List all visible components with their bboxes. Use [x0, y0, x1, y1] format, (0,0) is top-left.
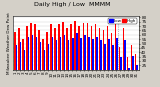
Bar [26, 26, 28, 87]
Bar [66, 28, 68, 87]
Bar [36, 37, 37, 87]
Bar [54, 28, 56, 87]
Bar [24, 50, 25, 87]
Bar [58, 24, 60, 87]
Bar [119, 47, 120, 87]
Bar [104, 44, 106, 87]
Bar [70, 24, 72, 87]
Bar [80, 38, 82, 87]
Bar [124, 40, 126, 87]
Bar [44, 50, 45, 87]
Bar [28, 37, 29, 87]
Bar [132, 56, 134, 87]
Bar [83, 23, 84, 87]
Bar [107, 26, 108, 87]
Bar [40, 42, 41, 87]
Bar [42, 39, 44, 87]
Y-axis label: Milwaukee Weather Dew Point: Milwaukee Weather Dew Point [7, 12, 11, 74]
Bar [128, 68, 130, 87]
Bar [111, 33, 112, 87]
Bar [79, 26, 80, 87]
Bar [62, 22, 64, 87]
Bar [108, 39, 110, 87]
Bar [131, 45, 132, 87]
Bar [14, 32, 16, 87]
Bar [68, 40, 69, 87]
Bar [56, 40, 57, 87]
Bar [103, 30, 104, 87]
Bar [116, 38, 118, 87]
Bar [136, 65, 138, 87]
Bar [99, 28, 100, 87]
Bar [135, 54, 136, 87]
Bar [123, 28, 124, 87]
Bar [52, 37, 53, 87]
Bar [22, 39, 24, 87]
Bar [18, 28, 20, 87]
Bar [115, 24, 116, 87]
Bar [38, 30, 40, 87]
Bar [127, 57, 128, 87]
Bar [50, 24, 52, 87]
Bar [60, 37, 61, 87]
Bar [88, 37, 90, 87]
Bar [87, 23, 88, 87]
Bar [20, 42, 21, 87]
Bar [30, 23, 32, 87]
Bar [76, 33, 78, 87]
Bar [48, 44, 49, 87]
Bar [95, 24, 96, 87]
Bar [84, 35, 86, 87]
Bar [16, 45, 17, 87]
Bar [64, 35, 65, 87]
Bar [91, 26, 92, 87]
Bar [100, 40, 102, 87]
Bar [72, 38, 73, 87]
Bar [46, 32, 48, 87]
Legend: Low, High: Low, High [108, 18, 137, 24]
Bar [92, 39, 94, 87]
Bar [120, 57, 122, 87]
Bar [96, 37, 98, 87]
Bar [34, 24, 36, 87]
Bar [112, 45, 114, 87]
Text: Daily High / Low  MMMM: Daily High / Low MMMM [34, 2, 110, 7]
Bar [32, 35, 33, 87]
Bar [74, 21, 76, 87]
